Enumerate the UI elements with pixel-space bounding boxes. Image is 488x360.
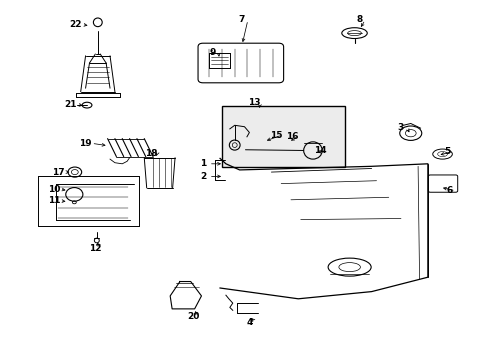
Text: 12: 12 (89, 244, 102, 253)
Text: 13: 13 (247, 98, 260, 107)
Text: 20: 20 (186, 312, 199, 321)
Bar (222, 106, 344, 167)
Text: 21: 21 (64, 100, 77, 109)
Text: 3: 3 (397, 123, 403, 132)
Text: 1: 1 (200, 159, 205, 168)
Text: 11: 11 (47, 197, 60, 205)
Text: 10: 10 (47, 184, 60, 194)
Text: 2: 2 (200, 172, 205, 181)
Text: 9: 9 (209, 48, 216, 57)
Text: 19: 19 (79, 139, 92, 148)
Text: 14: 14 (313, 146, 326, 155)
Text: 22: 22 (69, 20, 82, 29)
Text: 16: 16 (285, 132, 298, 140)
Text: 18: 18 (145, 149, 158, 158)
Text: 4: 4 (245, 318, 252, 327)
Text: 5: 5 (444, 147, 449, 156)
Text: 15: 15 (269, 130, 282, 139)
Text: 8: 8 (356, 15, 362, 24)
Text: 17: 17 (52, 167, 65, 176)
Text: 6: 6 (446, 186, 452, 195)
Text: 7: 7 (238, 15, 245, 24)
